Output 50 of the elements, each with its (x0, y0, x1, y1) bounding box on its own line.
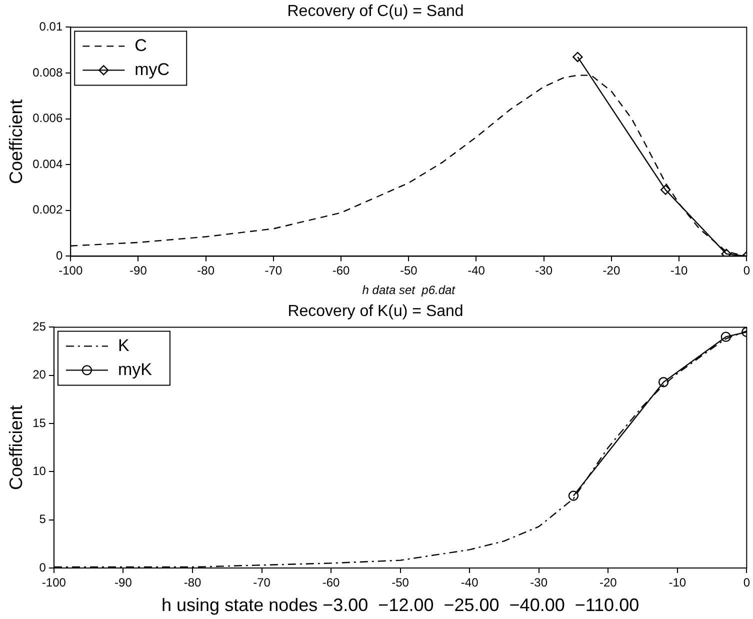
y-tick-label: 10 (32, 464, 46, 478)
x-tick-label: -100 (58, 264, 83, 278)
x-tick-label: -40 (468, 264, 486, 278)
y-tick-label: 5 (39, 512, 46, 526)
y-tick-label: 0.01 (39, 20, 63, 34)
x-tick-label: -10 (670, 264, 688, 278)
x-tick-label: -90 (114, 576, 132, 590)
point (720, 332, 731, 342)
x-tick-label: -40 (460, 576, 479, 590)
x-tick-label: -80 (184, 576, 202, 590)
legend-label: K (118, 336, 130, 355)
legend-label: C (134, 36, 147, 55)
y-axis-title: Coefficient (6, 405, 26, 490)
x-tick-label: -60 (332, 264, 350, 278)
y-tick-label: 20 (32, 368, 46, 382)
y-tick-label: 0.004 (32, 156, 63, 171)
x-tick-label: -50 (400, 264, 418, 278)
x-axis-title: h data set p6.dat (362, 283, 456, 298)
y-tick-label: 0 (39, 560, 46, 574)
chart-title: Recovery of C(u) = Sand (287, 3, 464, 20)
x-tick-label: -80 (197, 264, 215, 278)
legend-label: myK (118, 360, 153, 379)
y-tick-label: 0.008 (32, 65, 63, 80)
legend-label: myC (134, 60, 170, 79)
point (660, 184, 671, 195)
x-tick-label: 0 (743, 264, 750, 278)
y-tick-label: 0.006 (32, 111, 63, 126)
x-tick-label: -20 (602, 264, 620, 278)
x-tick-label: 0 (743, 576, 750, 590)
x-tick-label: -90 (130, 264, 148, 278)
point (658, 377, 669, 388)
x-tick-label: -100 (42, 576, 66, 590)
y-tick-label: 25 (32, 320, 46, 334)
x-tick-label: -60 (322, 576, 340, 590)
x-tick-label: -20 (599, 576, 618, 590)
x-tick-label: -50 (392, 576, 410, 590)
x-tick-label: -30 (530, 576, 548, 590)
point (721, 248, 732, 256)
x-tick-label: -30 (535, 264, 553, 278)
chart-title: Recovery of K(u) = Sand (288, 303, 464, 320)
x-axis-title: h using state nodes −3.00 −12.00 −25.00 −40.00 −110.00 (162, 595, 640, 616)
point (568, 490, 579, 501)
x-tick-label: -10 (668, 576, 686, 590)
x-tick-label: -70 (253, 576, 271, 590)
y-tick-label: 0 (56, 248, 63, 263)
y-tick-label: 15 (32, 416, 46, 430)
point (572, 52, 583, 62)
x-tick-label: -70 (264, 264, 282, 278)
y-tick-label: 0.002 (32, 202, 63, 217)
y-axis-title: Coefficient (6, 99, 26, 184)
